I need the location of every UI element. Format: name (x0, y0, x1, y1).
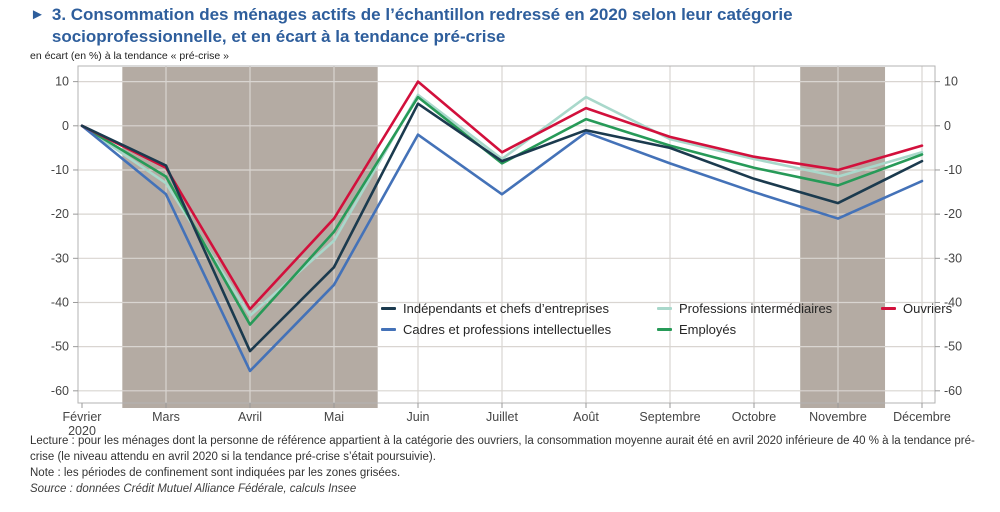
y-axis-tick-label-right: -40 (944, 295, 962, 309)
y-axis-tick-label-left: -20 (51, 207, 69, 221)
legend-item: Employés (657, 322, 881, 337)
series-line-0 (80, 102, 924, 353)
y-axis-tick-label-left: -30 (51, 251, 69, 265)
y-axis-tick-label-left: 10 (55, 75, 69, 89)
y-axis-tick-label-left: -10 (51, 163, 69, 177)
y-axis-tick-label-right: -20 (944, 207, 962, 221)
lecture-note: Lecture : pour les ménages dont la perso… (30, 435, 975, 464)
legend-item: Ouvriers (881, 301, 952, 316)
x-axis-month-label: Octobre (732, 410, 777, 424)
x-axis-month-label: Août (573, 410, 599, 424)
confinement-note: Note : les périodes de confinement sont … (30, 467, 401, 480)
x-axis-month-label: 2020 (68, 424, 96, 438)
y-axis-tick-label-right: 10 (944, 75, 958, 89)
x-axis-month-label: Décembre (893, 410, 951, 424)
legend-swatch-icon (657, 328, 672, 331)
x-axis-month-label: Juin (407, 410, 430, 424)
series-line-4 (80, 80, 924, 311)
legend-item: Cadres et professions intellectuelles (381, 322, 657, 337)
confinement-shaded-zone (800, 67, 886, 408)
legend-label: Cadres et professions intellectuelles (403, 322, 612, 337)
y-axis-tick-label-right: -10 (944, 163, 962, 177)
x-axis-month-label: Février (63, 410, 102, 424)
legend-label: Indépendants et chefs d’entreprises (403, 301, 609, 316)
legend-item: Professions intermédiaires (657, 301, 881, 316)
series-line-1 (80, 124, 924, 373)
legend-item: Indépendants et chefs d’entreprises (381, 301, 657, 316)
x-axis-month-label: Juillet (486, 410, 518, 424)
legend-label: Ouvriers (903, 301, 953, 316)
legend-label: Professions intermédiaires (679, 301, 833, 316)
y-axis-tick-label-right: 0 (944, 119, 951, 133)
legend-swatch-icon (881, 307, 896, 310)
legend-swatch-icon (381, 328, 396, 331)
x-axis-month-label: Avril (238, 410, 262, 424)
legend-swatch-icon (657, 307, 672, 310)
y-axis-tick-label-left: -50 (51, 340, 69, 354)
x-axis-month-label: Septembre (639, 410, 700, 424)
y-axis-tick-label-left: -60 (51, 384, 69, 398)
legend-label: Employés (679, 322, 737, 337)
legend-swatch-icon (381, 307, 396, 310)
y-axis-tick-label-left: -40 (51, 295, 69, 309)
y-axis-tick-label-right: -50 (944, 340, 962, 354)
figure-title: 3. Consommation des ménages actifs de l’… (51, 5, 793, 46)
series-line-2 (80, 93, 924, 318)
source-note: Source : données Crédit Mutuel Alliance … (30, 483, 357, 496)
x-axis-month-label: Mai (324, 410, 344, 424)
series-line-3 (80, 95, 924, 326)
plot-border (77, 65, 936, 404)
x-axis-month-label: Novembre (809, 410, 867, 424)
figure-header: ► 3. Consommation des ménages actifs de … (30, 4, 970, 48)
title-arrow-icon: ► (30, 6, 45, 23)
y-axis-tick-label-left: 0 (62, 119, 69, 133)
chart-legend: Indépendants et chefs d’entreprises Profe… (381, 301, 952, 337)
axis-unit-label: en écart (en %) à la tendance « pré-cris… (30, 50, 230, 62)
y-axis-tick-label-right: -60 (944, 384, 962, 398)
y-axis-tick-label-right: -30 (944, 251, 962, 265)
x-axis-month-label: Mars (152, 410, 180, 424)
figure-notes: Lecture : pour les ménages dont la perso… (30, 433, 982, 497)
